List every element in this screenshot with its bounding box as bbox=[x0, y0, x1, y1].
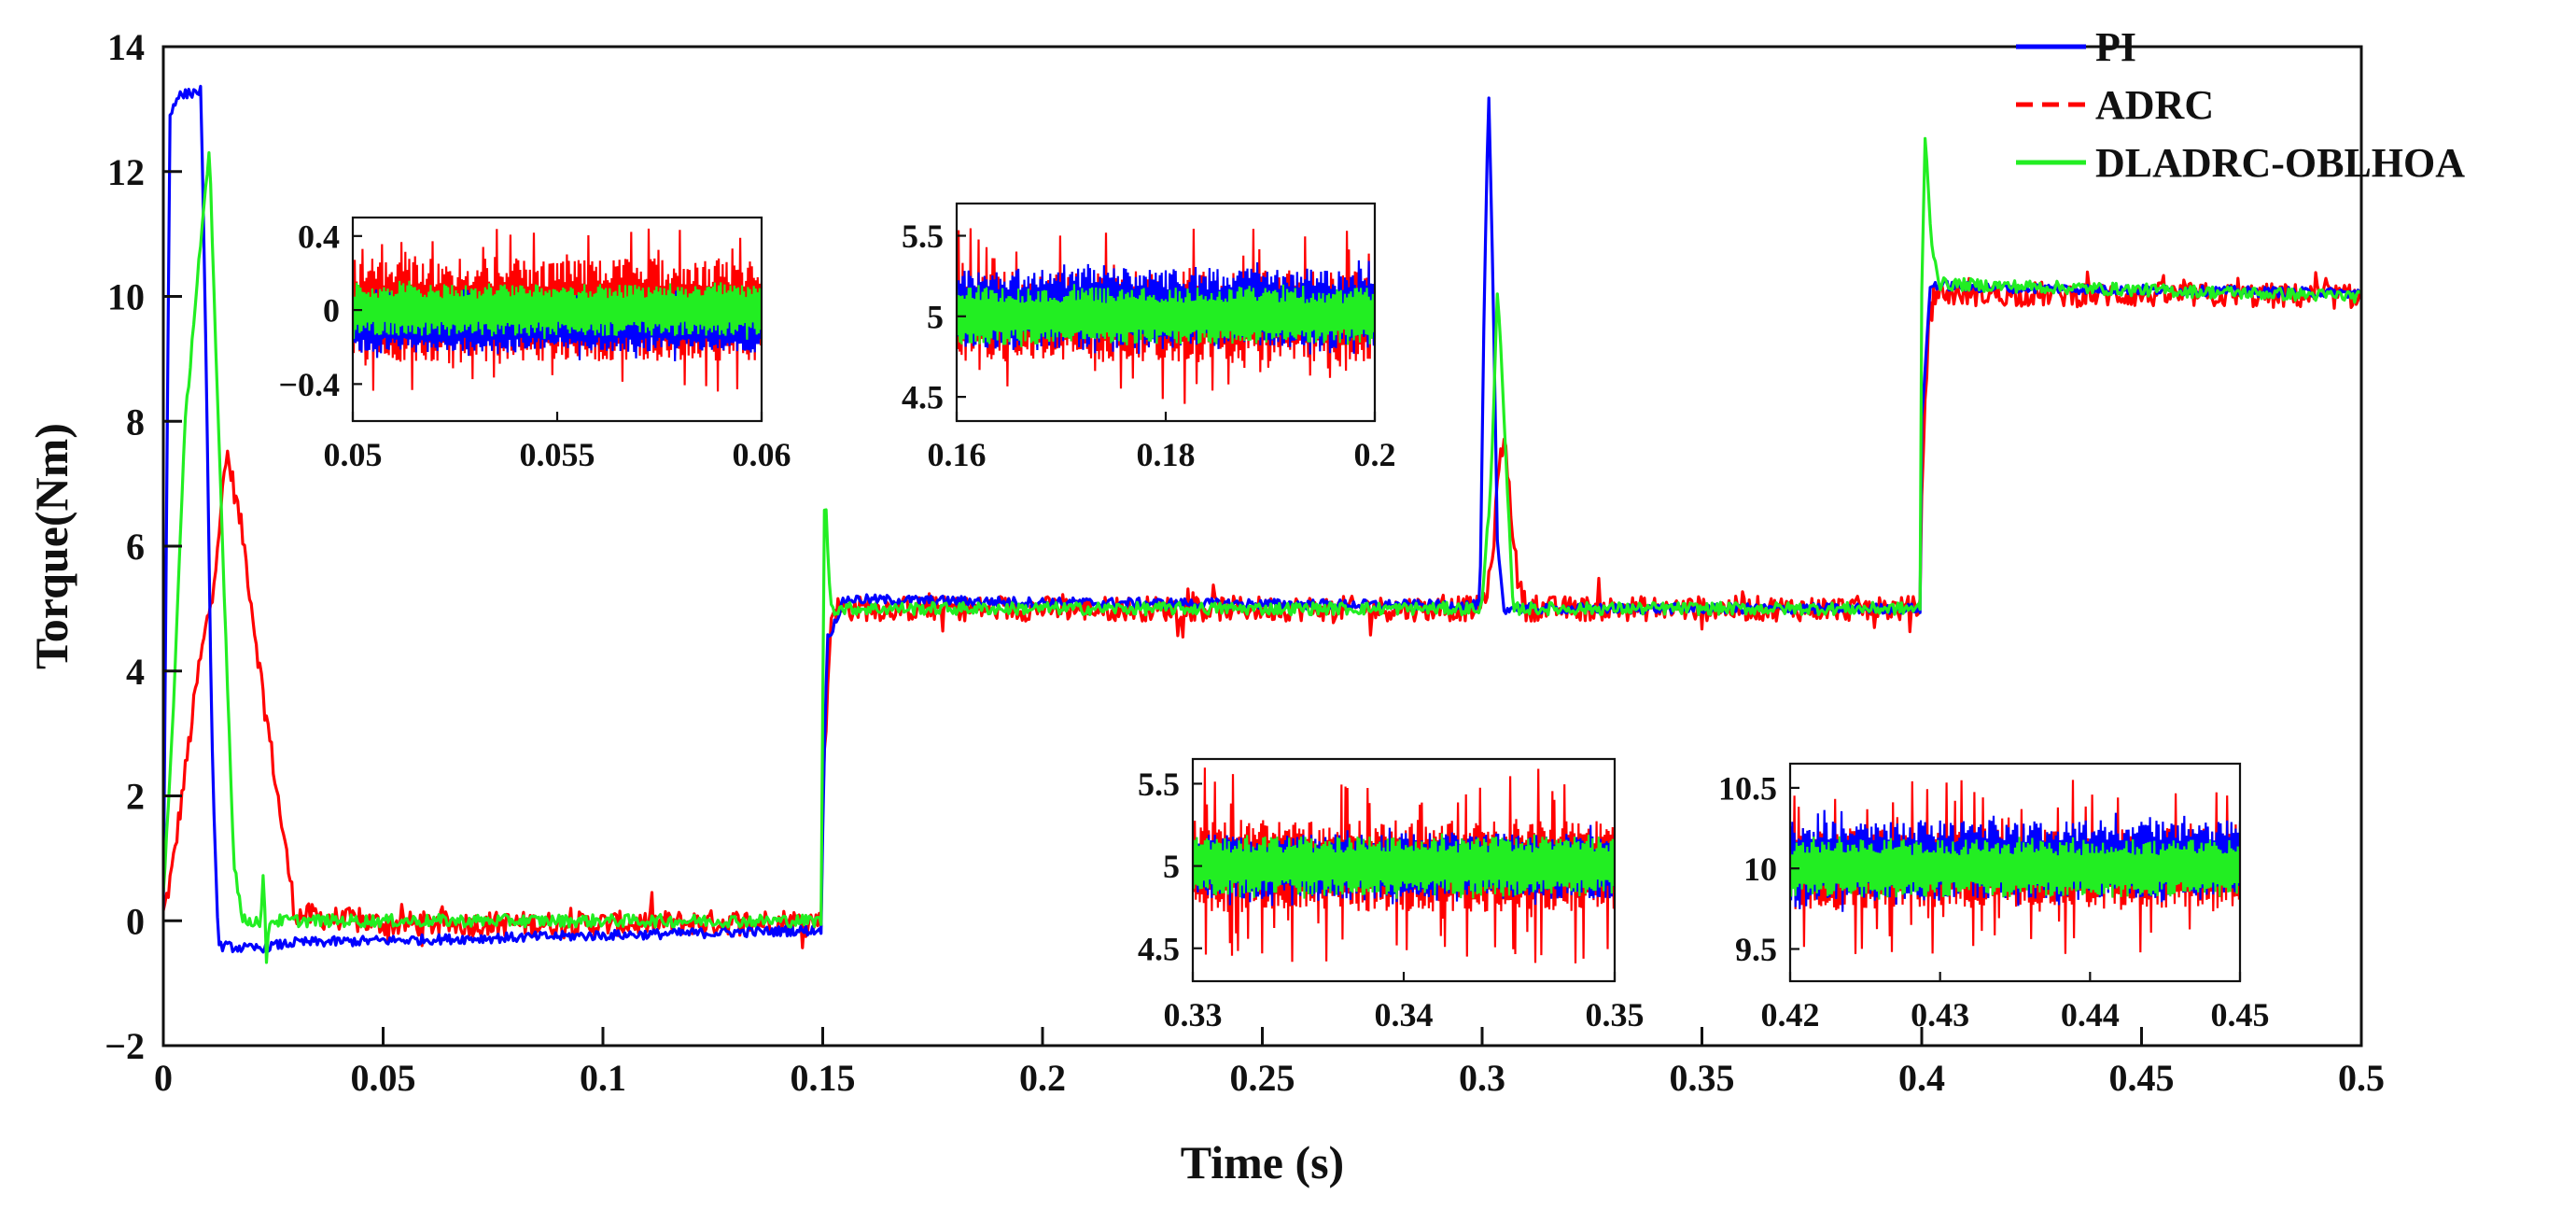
legend: PI ADRC DLADRC-OBLHOA bbox=[2016, 24, 2465, 186]
inset-chart-1: 0.05 0.055 0.06 −0.4 0 0.4 bbox=[278, 216, 791, 473]
main-xtick-label: 0.15 bbox=[791, 1057, 856, 1099]
main-ytick-label: 6 bbox=[126, 526, 145, 568]
series-line-pi bbox=[163, 84, 2361, 954]
main-xtick-label: 0.05 bbox=[351, 1057, 416, 1099]
inset-2-series-pi bbox=[957, 260, 1375, 355]
series-line-dladrc-oblhoa bbox=[163, 136, 2361, 964]
inset-1-xtick-label: 0.06 bbox=[733, 436, 791, 473]
legend-label-pi: PI bbox=[2095, 24, 2136, 70]
inset-4-frame bbox=[1788, 762, 2242, 983]
inset-1-xtick-label: 0.055 bbox=[520, 436, 595, 473]
inset-4-xtick-label: 0.45 bbox=[2211, 996, 2270, 1033]
inset-chart-3: 0.33 0.34 0.35 4.5 5 5.5 bbox=[1138, 757, 1645, 1033]
inset-1-series-adrc bbox=[353, 228, 762, 392]
inset-3-xtick-label: 0.33 bbox=[1164, 996, 1223, 1033]
legend-label-dladrc-oblhoa: DLADRC-OBLHOA bbox=[2095, 140, 2465, 186]
inset-4-series-group bbox=[1790, 780, 2240, 954]
inset-1-ytick-label: 0 bbox=[323, 292, 340, 330]
main-xtick-label: 0 bbox=[154, 1057, 173, 1099]
main-xtick-label: 0.25 bbox=[1230, 1057, 1295, 1099]
main-xtick-label: 0.45 bbox=[2109, 1057, 2175, 1099]
inset-3-ytick-label: 4.5 bbox=[1138, 930, 1180, 967]
inset-1-ytick-label: 0.4 bbox=[298, 218, 340, 255]
x-axis-label: Time (s) bbox=[1181, 1136, 1344, 1188]
inset-2-xtick-label: 0.18 bbox=[1137, 436, 1196, 473]
main-xtick-label: 0.4 bbox=[1898, 1057, 1945, 1099]
main-xtick-label: 0.5 bbox=[2338, 1057, 2385, 1099]
inset-4-xtick-label: 0.42 bbox=[1761, 996, 1820, 1033]
inset-2-series-dladrc-oblhoa bbox=[957, 284, 1375, 347]
main-xtick-label: 0.2 bbox=[1019, 1057, 1066, 1099]
inset-4-series-dladrc-oblhoa bbox=[1790, 836, 2240, 900]
main-ytick-label: 4 bbox=[126, 651, 145, 693]
inset-2-xtick-label: 0.16 bbox=[928, 436, 987, 473]
main-ytick-label: 0 bbox=[126, 900, 145, 942]
inset-2-ytick-label: 5 bbox=[927, 298, 944, 335]
main-ytick-label: 10 bbox=[107, 276, 145, 318]
inset-2-ytick-label: 4.5 bbox=[902, 379, 944, 416]
inset-3-xtick-label: 0.35 bbox=[1586, 996, 1645, 1033]
inset-1-ytick-label: −0.4 bbox=[278, 366, 340, 403]
main-ytick-label: 8 bbox=[126, 401, 145, 443]
main-series-group bbox=[163, 84, 2361, 964]
inset-4-ytick-label: 9.5 bbox=[1735, 931, 1777, 968]
inset-4-ytick-label: 10.5 bbox=[1718, 769, 1777, 807]
inset-2-ytick-label: 5.5 bbox=[902, 218, 944, 255]
inset-1-xtick-label: 0.05 bbox=[324, 436, 383, 473]
main-xtick-label: 0.35 bbox=[1670, 1057, 1735, 1099]
inset-chart-4: 0.42 0.43 0.44 0.45 9.5 10 10.5 bbox=[1718, 762, 2270, 1033]
y-axis-label: Torque(Nm) bbox=[25, 423, 77, 669]
inset-2-xtick-label: 0.2 bbox=[1354, 436, 1396, 473]
inset-3-ytick-label: 5 bbox=[1163, 848, 1180, 885]
inset-1-series-dladrc-oblhoa bbox=[353, 280, 762, 340]
inset-3-series-dladrc-oblhoa bbox=[1193, 833, 1615, 899]
main-xtick-label: 0.1 bbox=[580, 1057, 626, 1099]
inset-chart-2: 0.16 0.18 0.2 4.5 5 5.5 bbox=[902, 202, 1396, 473]
main-ytick-label: 12 bbox=[107, 151, 145, 193]
inset-1-series-group bbox=[353, 228, 762, 392]
inset-3-series-group bbox=[1193, 767, 1615, 963]
inset-2-series-group bbox=[957, 228, 1375, 404]
inset-4-xtick-label: 0.43 bbox=[1911, 996, 1969, 1033]
inset-4-series-pi bbox=[1790, 809, 2240, 912]
main-ytick-label: 2 bbox=[126, 776, 145, 818]
main-ytick-label: 14 bbox=[107, 26, 145, 68]
insets: 0.05 0.055 0.06−0.400.40.16 0.18 0.24.555.50… bbox=[278, 202, 2270, 1033]
main-xtick-label: 0.3 bbox=[1459, 1057, 1505, 1099]
inset-4-ytick-label: 10 bbox=[1743, 851, 1777, 888]
inset-4-xtick-label: 0.44 bbox=[2061, 996, 2120, 1033]
legend-label-adrc: ADRC bbox=[2095, 82, 2214, 128]
inset-3-ytick-label: 5.5 bbox=[1138, 766, 1180, 803]
inset-3-xtick-label: 0.34 bbox=[1375, 996, 1434, 1033]
main-ytick-label: −2 bbox=[105, 1025, 145, 1067]
